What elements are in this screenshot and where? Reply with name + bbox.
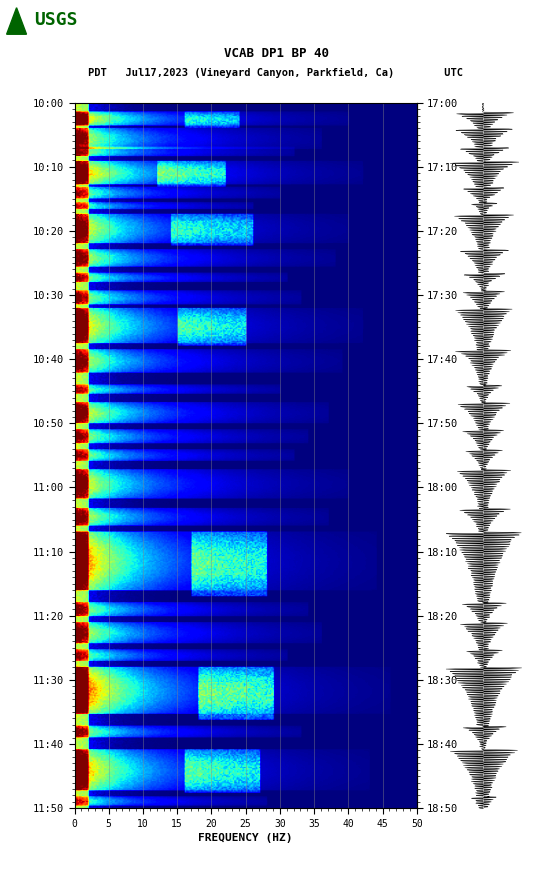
Polygon shape bbox=[7, 8, 26, 34]
Text: VCAB DP1 BP 40: VCAB DP1 BP 40 bbox=[224, 47, 328, 60]
Text: PDT   Jul17,2023 (Vineyard Canyon, Parkfield, Ca)        UTC: PDT Jul17,2023 (Vineyard Canyon, Parkfie… bbox=[88, 68, 464, 79]
X-axis label: FREQUENCY (HZ): FREQUENCY (HZ) bbox=[198, 833, 293, 843]
Text: USGS: USGS bbox=[34, 11, 78, 29]
